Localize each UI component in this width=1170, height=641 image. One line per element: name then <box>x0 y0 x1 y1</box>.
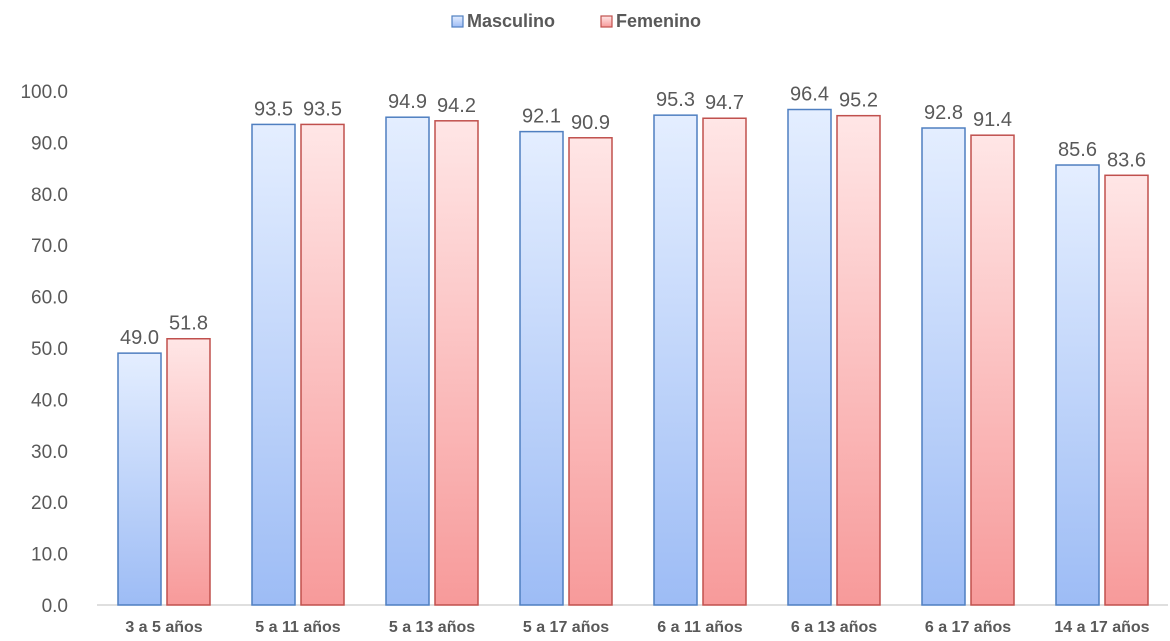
legend-swatch-masculino <box>451 15 464 28</box>
x-category-label: 5 a 13 años <box>389 619 475 636</box>
data-label-masculino: 96.4 <box>790 84 829 106</box>
y-tick-label: 80.0 <box>31 185 68 206</box>
data-label-femenino: 90.9 <box>571 112 610 134</box>
data-label-femenino: 94.7 <box>705 92 744 114</box>
value-labels: 49.0 93.5 94.9 92.1 95.3 96.4 92.8 85.6 51.8 93.5… <box>120 84 1146 350</box>
data-label-femenino: 91.4 <box>973 109 1012 131</box>
legend-label-femenino: Femenino <box>616 11 701 31</box>
data-label-masculino: 92.1 <box>522 106 561 128</box>
y-tick-label: 20.0 <box>31 493 68 514</box>
bar-femenino <box>568 137 613 606</box>
bar-femenino <box>970 134 1015 606</box>
x-category-label: 5 a 17 años <box>523 619 609 636</box>
x-category-label: 14 a 17 años <box>1054 619 1149 636</box>
bar-masculino <box>385 116 430 606</box>
data-label-masculino: 95.3 <box>656 89 695 111</box>
y-tick-label: 50.0 <box>31 339 68 360</box>
bar-femenino <box>836 114 881 606</box>
bar-masculino <box>653 114 698 606</box>
y-tick-label: 30.0 <box>31 442 68 463</box>
data-label-masculino: 49.0 <box>120 327 159 349</box>
bar-masculino <box>787 108 832 606</box>
data-label-masculino: 94.9 <box>388 91 427 113</box>
legend: Masculino Femenino <box>451 11 701 31</box>
y-tick-label: 60.0 <box>31 288 68 309</box>
data-label-femenino: 93.5 <box>303 98 342 120</box>
legend-label-masculino: Masculino <box>467 11 555 31</box>
y-tick-label: 10.0 <box>31 545 68 566</box>
y-tick-label: 40.0 <box>31 390 68 411</box>
data-label-femenino: 94.2 <box>437 95 476 117</box>
y-tick-label: 0.0 <box>42 596 68 617</box>
bar-femenino <box>702 117 747 606</box>
bar-femenino <box>434 120 479 606</box>
bar-masculino <box>921 127 966 606</box>
y-tick-label: 100.0 <box>20 82 68 103</box>
bar-masculino <box>117 352 162 606</box>
bar-femenino <box>1104 174 1149 606</box>
x-category-label: 6 a 11 años <box>657 619 742 636</box>
data-label-masculino: 93.5 <box>254 98 293 120</box>
data-label-femenino: 83.6 <box>1107 149 1146 171</box>
x-axis: 3 a 5 años 5 a 11 años 5 a 13 años 5 a 17 a… <box>125 619 1149 636</box>
x-category-label: 3 a 5 años <box>125 619 202 636</box>
data-label-masculino: 92.8 <box>924 102 963 124</box>
bar-masculino <box>1055 164 1100 606</box>
x-category-label: 6 a 17 años <box>925 619 1011 636</box>
bar-masculino <box>519 130 564 606</box>
bar-masculino <box>251 123 296 606</box>
y-axis: 0.0 10.0 20.0 30.0 40.0 50.0 60.0 70.0 80.0 90.0 1… <box>20 82 68 617</box>
data-label-femenino: 95.2 <box>839 90 878 112</box>
y-tick-label: 70.0 <box>31 236 68 257</box>
data-label-femenino: 51.8 <box>169 313 208 335</box>
y-tick-label: 90.0 <box>31 133 68 154</box>
bars <box>117 108 1149 606</box>
data-label-masculino: 85.6 <box>1058 139 1097 161</box>
legend-swatch-femenino <box>600 15 613 28</box>
bar-femenino <box>300 123 345 606</box>
bar-femenino <box>166 337 211 606</box>
x-category-label: 5 a 11 años <box>255 619 340 636</box>
x-category-label: 6 a 13 años <box>791 619 877 636</box>
